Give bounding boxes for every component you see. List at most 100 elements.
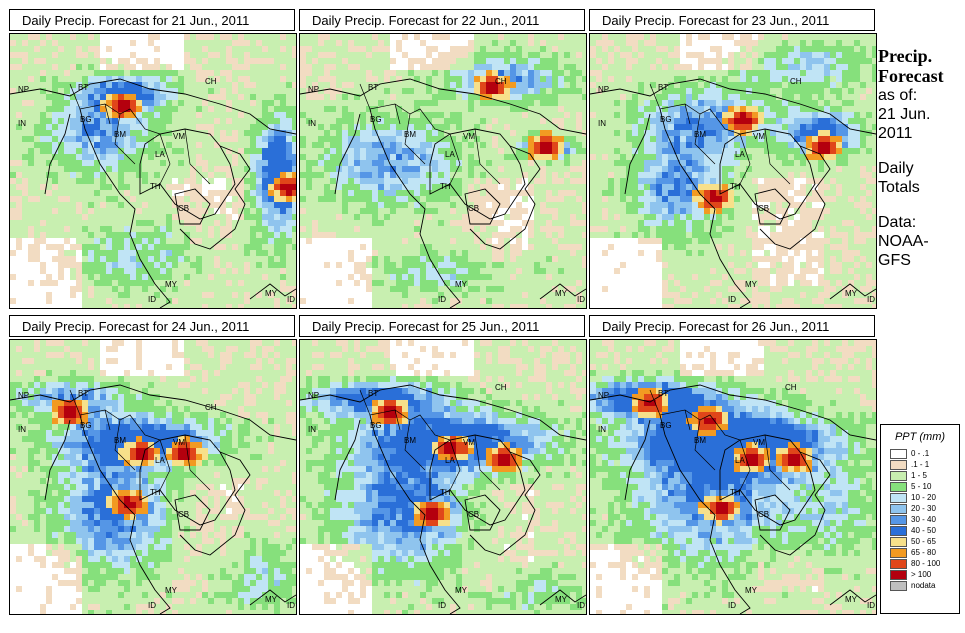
country-label: IN [598, 425, 606, 434]
country-label: VM [173, 438, 185, 447]
country-label: ID [728, 601, 736, 610]
country-label: CB [468, 204, 479, 213]
data-line3: GFS [878, 252, 911, 269]
coastline [10, 78, 296, 308]
precip-map-svg: NP BT IN BG BM VM CH LA TH CB MY ID MY ID [300, 340, 586, 614]
country-label: TH [440, 488, 451, 497]
legend-item: 1 - 5 [890, 470, 959, 481]
country-label: NP [598, 85, 609, 94]
country-label: BM [694, 130, 706, 139]
country-label: ID [728, 295, 736, 304]
legend-rows: 0 - .1 .1 - 1 1 - 5 5 - 10 10 - 20 20 - 30 30 … [881, 448, 959, 591]
country-label: MY [745, 586, 758, 595]
country-label: BM [114, 130, 126, 139]
panel-title: Daily Precip. Forecast for 25 Jun., 2011 [299, 315, 585, 337]
country-label: IN [308, 119, 316, 128]
country-label: BT [78, 83, 88, 92]
legend-label: 5 - 10 [911, 482, 932, 491]
type-line2: Totals [878, 179, 920, 196]
legend-label: 40 - 50 [911, 526, 936, 535]
country-label: IN [18, 425, 26, 434]
forecast-panel-3: Daily Precip. Forecast for 23 Jun., 2011… [589, 9, 877, 309]
country-label: LA [735, 150, 745, 159]
panel-title: Daily Precip. Forecast for 26 Jun., 2011 [589, 315, 875, 337]
forecast-panel-6: Daily Precip. Forecast for 26 Jun., 2011… [589, 315, 877, 615]
country-label: CH [790, 77, 802, 86]
legend-swatch [890, 547, 907, 558]
asof-line3: 2011 [878, 125, 913, 142]
coastline [300, 384, 586, 614]
country-label: IN [598, 119, 606, 128]
legend-item: 65 - 80 [890, 547, 959, 558]
legend-label: 80 - 100 [911, 559, 941, 568]
forecast-panel-4: Daily Precip. Forecast for 24 Jun., 2011… [9, 315, 297, 615]
country-label: VM [173, 132, 185, 141]
country-label: TH [150, 182, 161, 191]
country-label: VM [463, 438, 475, 447]
country-label: VM [753, 438, 765, 447]
country-borders [359, 83, 501, 185]
legend-item: .1 - 1 [890, 459, 959, 470]
country-label: BG [80, 421, 92, 430]
panel-title: Daily Precip. Forecast for 23 Jun., 2011 [589, 9, 875, 31]
country-label: BM [114, 436, 126, 445]
country-label: BM [404, 130, 416, 139]
country-label: BG [370, 421, 382, 430]
country-label: CB [758, 204, 769, 213]
country-label: CB [468, 510, 479, 519]
legend-swatch [890, 569, 907, 580]
country-label: BT [368, 83, 378, 92]
legend-item: 30 - 40 [890, 514, 959, 525]
country-label: ID [438, 601, 446, 610]
country-label: TH [440, 182, 451, 191]
country-label: TH [730, 488, 741, 497]
legend-item: 0 - .1 [890, 448, 959, 459]
country-label: CH [495, 77, 507, 86]
legend-item: 20 - 30 [890, 503, 959, 514]
country-label: IN [308, 425, 316, 434]
country-label: ID [867, 295, 875, 304]
country-label: MY [745, 280, 758, 289]
country-label: ID [438, 295, 446, 304]
country-label: BM [404, 436, 416, 445]
legend-label: 0 - .1 [911, 449, 930, 458]
country-label: BG [660, 115, 672, 124]
precip-map-3: NP BT IN BG BM VM CH LA TH CB MY ID MY ID [589, 33, 877, 309]
legend-swatch [890, 459, 907, 470]
legend-swatch [890, 558, 907, 569]
side-title-line2: Forecast [878, 66, 944, 86]
precip-map-svg: NP BT IN BG BM VM CH LA TH CB MY ID MY ID [590, 340, 876, 614]
country-label: LA [155, 150, 165, 159]
country-label: ID [148, 295, 156, 304]
legend-swatch [890, 481, 907, 492]
legend-swatch [890, 492, 907, 503]
legend-item: > 100 [890, 569, 959, 580]
country-label: ID [148, 601, 156, 610]
country-label: CB [178, 204, 189, 213]
precip-map-4: NP BT IN BG BM VM CH LA TH CB MY ID MY ID [9, 339, 297, 615]
panel-title: Daily Precip. Forecast for 22 Jun., 2011 [299, 9, 585, 31]
precip-map-6: NP BT IN BG BM VM CH LA TH CB MY ID MY ID [589, 339, 877, 615]
country-label: TH [730, 182, 741, 191]
country-label: BM [694, 436, 706, 445]
country-label: LA [445, 456, 455, 465]
country-label: ID [577, 295, 585, 304]
country-borders [359, 389, 501, 491]
country-label: BG [80, 115, 92, 124]
country-label: ID [287, 295, 295, 304]
legend-swatch [890, 536, 907, 547]
legend-label: 30 - 40 [911, 515, 936, 524]
legend-title: PPT (mm) [894, 431, 946, 443]
country-label: BT [658, 83, 668, 92]
legend-swatch [890, 448, 907, 459]
legend-label: 50 - 65 [911, 537, 936, 546]
country-label: MY [165, 280, 178, 289]
coastline [590, 78, 876, 308]
asof-line1: as of: [878, 87, 918, 104]
country-label: LA [445, 150, 455, 159]
country-label: NP [308, 391, 319, 400]
country-label: CB [178, 510, 189, 519]
forecast-panel-5: Daily Precip. Forecast for 25 Jun., 2011… [299, 315, 587, 615]
country-borders [69, 83, 211, 185]
country-label: CH [785, 383, 797, 392]
